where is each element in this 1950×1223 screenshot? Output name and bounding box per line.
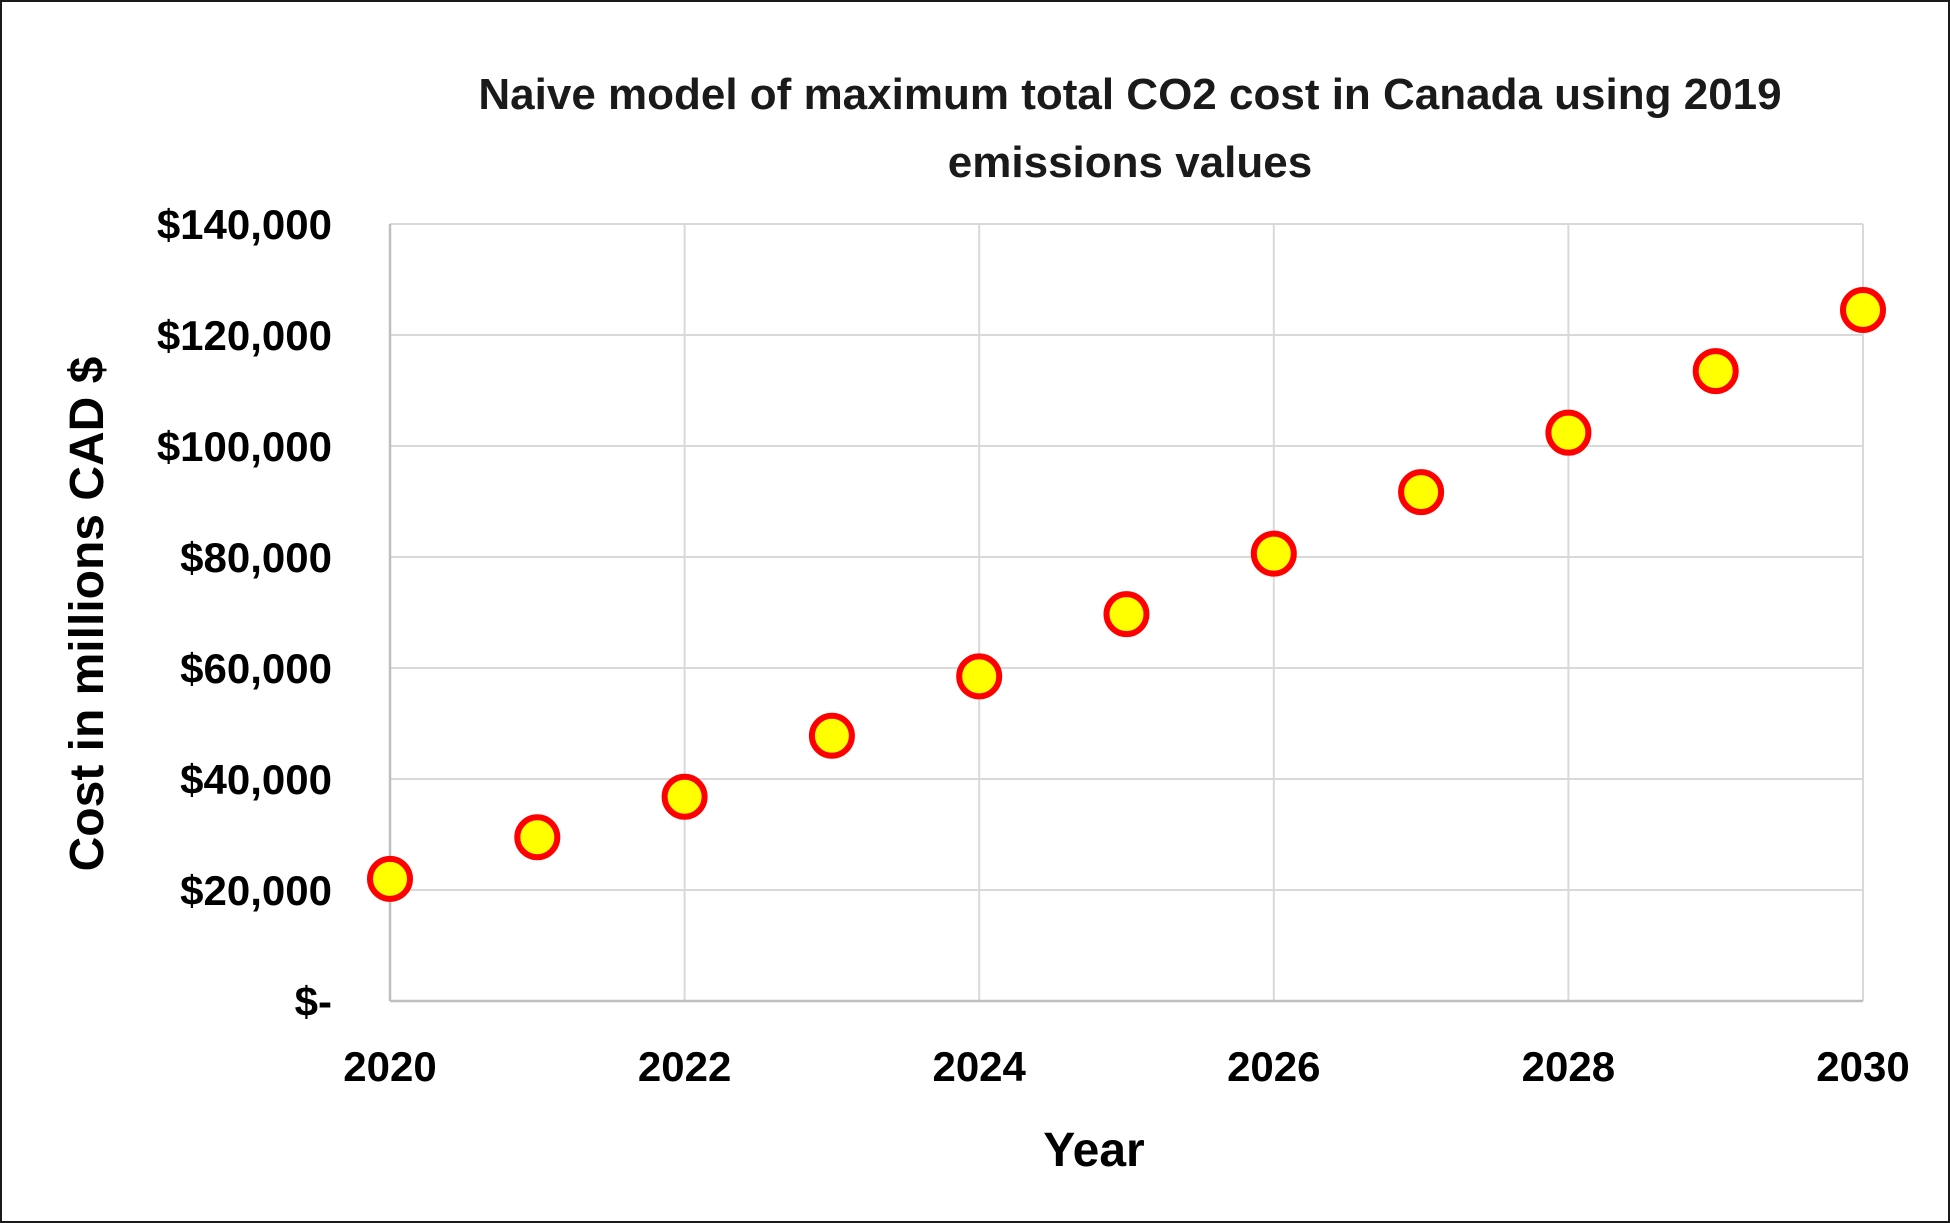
data-point: [367, 855, 413, 902]
y-tick-label: $100,000: [157, 423, 332, 470]
chart-title-line-1: Naive model of maximum total CO2 cost in…: [478, 70, 1781, 119]
data-point: [808, 712, 855, 759]
data-point: [1250, 530, 1297, 577]
y-tick-label: $40,000: [180, 756, 332, 803]
y-tick-label: $60,000: [180, 645, 332, 692]
data-point: [956, 653, 1003, 700]
x-tick-label: 2030: [1816, 1043, 1909, 1090]
y-tick-label: $-: [295, 978, 332, 1025]
x-tick-label: 2026: [1227, 1043, 1320, 1090]
y-tick-label: $20,000: [180, 867, 332, 914]
x-tick-label: 2028: [1522, 1043, 1615, 1090]
y-axis-label: Cost in millions CAD $: [61, 356, 114, 871]
data-point: [1692, 348, 1739, 395]
data-point: [661, 773, 708, 820]
y-tick-label: $80,000: [180, 534, 332, 581]
gridlines: [390, 223, 1864, 1001]
data-point: [1840, 287, 1886, 334]
x-tick-label: 2020: [343, 1043, 436, 1090]
y-tick-label: $120,000: [157, 312, 332, 359]
x-axis-label: Year: [1043, 1124, 1144, 1177]
x-tick-label: 2024: [932, 1043, 1026, 1090]
y-tick-label: $140,000: [157, 201, 332, 248]
chart-title-line-2: emissions values: [948, 138, 1312, 187]
data-point: [1103, 591, 1150, 638]
tick-labels: $- $20,000 $40,000 $60,000 $80,000 $100,000 $1…: [157, 201, 1910, 1090]
data-point: [1545, 409, 1592, 456]
data-points: [367, 287, 1886, 902]
data-point: [1398, 469, 1445, 516]
x-tick-label: 2022: [638, 1043, 731, 1090]
data-point: [514, 814, 561, 861]
